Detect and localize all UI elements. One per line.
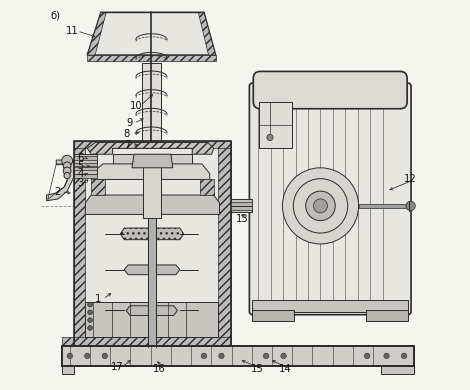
Bar [231, 199, 252, 213]
Circle shape [401, 353, 407, 359]
Polygon shape [200, 179, 214, 195]
Circle shape [62, 155, 72, 166]
FancyBboxPatch shape [253, 71, 407, 109]
Circle shape [219, 353, 224, 359]
Bar [359, 204, 407, 208]
Text: 12: 12 [404, 174, 416, 184]
Text: 11: 11 [66, 26, 79, 36]
Bar [74, 156, 97, 160]
Text: 5: 5 [77, 161, 84, 171]
Circle shape [88, 302, 93, 307]
Polygon shape [74, 337, 231, 347]
Text: 14: 14 [279, 364, 292, 374]
Polygon shape [120, 228, 184, 240]
Circle shape [406, 201, 415, 211]
FancyBboxPatch shape [250, 83, 411, 315]
Polygon shape [87, 12, 216, 55]
Text: 4: 4 [77, 169, 84, 179]
Circle shape [88, 326, 93, 330]
Polygon shape [132, 154, 173, 168]
Circle shape [64, 172, 70, 179]
Circle shape [267, 135, 273, 140]
Circle shape [85, 353, 90, 359]
Polygon shape [124, 265, 180, 275]
Text: 9: 9 [126, 118, 133, 128]
Polygon shape [87, 142, 214, 154]
Circle shape [88, 318, 93, 323]
Bar [74, 167, 97, 170]
Bar [148, 218, 156, 347]
Text: 16: 16 [153, 364, 165, 374]
Circle shape [102, 353, 108, 359]
Polygon shape [86, 195, 219, 215]
Circle shape [88, 310, 93, 315]
Bar [62, 346, 414, 366]
Circle shape [384, 353, 389, 359]
Circle shape [263, 353, 269, 359]
Text: 8: 8 [124, 129, 130, 138]
Circle shape [281, 353, 286, 359]
Text: 3: 3 [77, 177, 84, 188]
Bar [86, 140, 218, 337]
Polygon shape [62, 337, 86, 347]
Polygon shape [142, 63, 161, 140]
Polygon shape [74, 140, 231, 148]
Circle shape [306, 191, 335, 221]
Text: 2: 2 [54, 187, 60, 197]
Circle shape [313, 199, 328, 213]
Bar [74, 174, 97, 177]
Polygon shape [218, 140, 231, 347]
Text: б): б) [50, 11, 61, 20]
Circle shape [364, 353, 370, 359]
Bar [74, 154, 97, 174]
Bar [252, 300, 408, 312]
Polygon shape [91, 164, 210, 179]
Polygon shape [91, 179, 105, 195]
Bar [62, 346, 414, 366]
Circle shape [201, 353, 207, 359]
Polygon shape [113, 154, 192, 164]
Polygon shape [87, 55, 216, 61]
Text: 17: 17 [111, 362, 124, 372]
Bar [62, 347, 414, 366]
Polygon shape [74, 140, 86, 347]
Polygon shape [62, 366, 74, 374]
Bar [74, 163, 97, 166]
Bar [259, 102, 292, 148]
Bar [366, 310, 408, 321]
Text: 13: 13 [235, 214, 248, 224]
Text: 10: 10 [130, 101, 142, 111]
Bar [252, 310, 295, 321]
Circle shape [63, 162, 71, 170]
Text: 1: 1 [95, 294, 102, 304]
Bar [86, 302, 218, 337]
Polygon shape [126, 306, 178, 316]
Polygon shape [198, 12, 216, 55]
Text: 15: 15 [251, 364, 264, 374]
Bar [62, 347, 414, 366]
Bar [142, 154, 161, 218]
Circle shape [63, 167, 71, 175]
Text: 6: 6 [77, 153, 84, 163]
Text: 7: 7 [124, 140, 130, 150]
Polygon shape [381, 366, 414, 374]
Polygon shape [87, 12, 106, 55]
Polygon shape [47, 160, 74, 201]
Bar [231, 202, 252, 210]
Circle shape [67, 353, 72, 359]
Circle shape [282, 168, 359, 244]
